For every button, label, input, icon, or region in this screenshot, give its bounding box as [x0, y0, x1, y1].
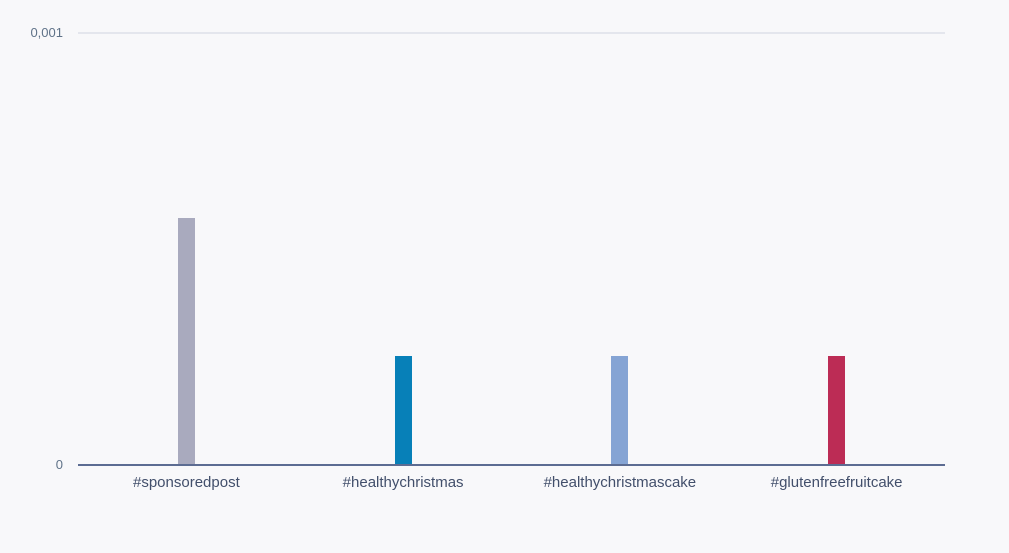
x-axis-label-healthychristmas: #healthychristmas	[342, 474, 464, 491]
bar-healthychristmascake[interactable]	[611, 356, 629, 464]
bar-glutenfreefruitcake[interactable]	[828, 356, 846, 464]
x-axis-label-sponsoredpost: #sponsoredpost	[133, 474, 240, 491]
x-axis-line	[78, 464, 945, 466]
bar-healthychristmas[interactable]	[394, 356, 412, 464]
x-axis-label-glutenfreefruitcake: #glutenfreefruitcake	[770, 474, 903, 491]
y-axis-tick-zero: 0	[55, 457, 63, 472]
bar-sponsoredpost[interactable]	[177, 218, 195, 464]
gridline-0001	[78, 32, 945, 34]
x-axis-label-healthychristmascake: #healthychristmascake	[543, 474, 697, 491]
y-axis-tick-max: 0,001	[30, 25, 63, 40]
